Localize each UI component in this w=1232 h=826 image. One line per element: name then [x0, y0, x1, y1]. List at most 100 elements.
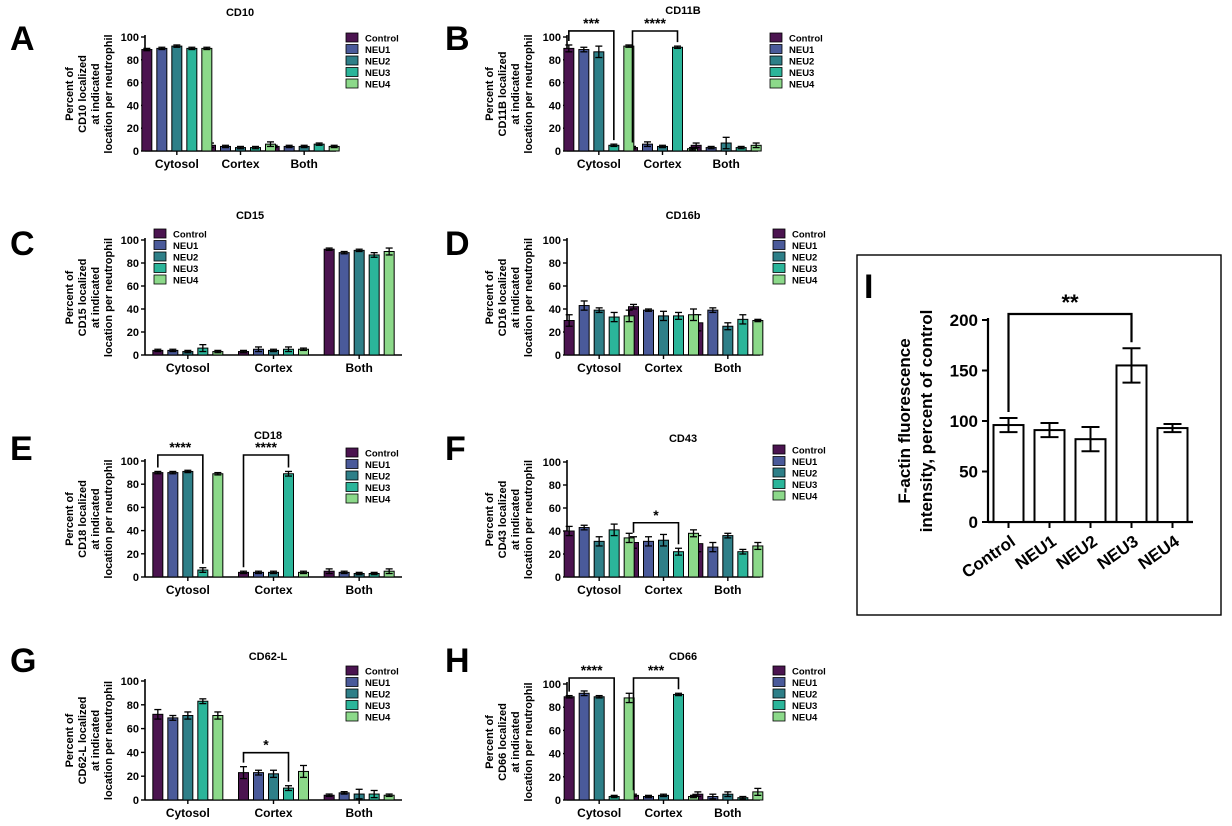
y-tick-label: 150 — [950, 362, 978, 381]
x-tick-label: Cytosol — [155, 157, 199, 171]
y-axis-label: location per neutrophil — [103, 681, 115, 800]
legend-swatch-neu1 — [772, 240, 786, 250]
legend-label: Control — [365, 34, 399, 45]
bar-neu1-both — [338, 252, 350, 356]
y-tick-label: 40 — [549, 304, 561, 316]
panel-label: A — [10, 20, 35, 58]
chart-title: CD15 — [236, 210, 264, 222]
legend-swatch-neu1 — [772, 677, 786, 687]
legend-swatch-control — [345, 447, 359, 458]
significance-label: **** — [644, 15, 666, 31]
legend-label: Control — [789, 34, 823, 45]
bar-neu2-cytosol — [593, 540, 605, 578]
panel-i: I F-actin fluorescence intensity, percent … — [856, 254, 1222, 616]
bar-neu2-cytosol — [593, 51, 605, 152]
significance-label: * — [263, 737, 269, 753]
panel-a: A CD10 Percent of CD10 localized at indicate… — [10, 7, 399, 171]
significance-label: **** — [169, 439, 191, 455]
y-axis-label: intensity, percent of control — [917, 310, 936, 533]
legend-swatch-control — [772, 228, 786, 239]
bar-neu4-both — [383, 251, 395, 356]
legend-swatch-neu4 — [345, 78, 359, 89]
y-axis-label: CD18 localized — [77, 480, 89, 558]
significance-label: * — [653, 507, 659, 523]
legend-label: NEU4 — [792, 713, 818, 724]
panel-b: B CD11B Percent of CD11B localized at indica… — [445, 5, 823, 171]
legend-label: Control — [792, 667, 826, 678]
x-tick-label: Cytosol — [577, 361, 621, 375]
legend-label: NEU2 — [365, 690, 390, 701]
y-axis-label: at indicated — [510, 267, 522, 328]
chart-title: CD18 — [254, 430, 282, 442]
legend-label: NEU4 — [792, 276, 818, 287]
legend-label: NEU4 — [173, 276, 199, 287]
legend-swatch-control — [345, 665, 359, 676]
legend-label: NEU2 — [173, 253, 198, 264]
panel-h: H CD66 Percent of CD66 localized at indicate… — [445, 642, 826, 820]
legend-label: NEU1 — [792, 457, 818, 468]
y-axis-label: CD15 localized — [77, 259, 89, 337]
bar-neu2-cytosol — [593, 309, 605, 356]
x-tick-label: Cytosol — [166, 361, 210, 375]
x-tick-label: Both — [714, 583, 741, 597]
y-tick-label: 0 — [133, 572, 139, 584]
x-tick-label: Both — [714, 361, 741, 375]
y-tick-label: 60 — [549, 281, 561, 293]
y-tick-label: 20 — [127, 327, 139, 339]
y-tick-label: 50 — [959, 463, 978, 482]
y-tick-label: 0 — [969, 513, 978, 532]
y-tick-label: 80 — [127, 479, 139, 491]
legend-label: NEU2 — [792, 690, 817, 701]
y-axis-label: location per neutrophil — [103, 459, 115, 578]
y-axis-label: location per neutrophil — [523, 34, 535, 153]
bar-neu3-cortex — [672, 46, 683, 152]
legend-swatch-neu4 — [153, 274, 167, 285]
significance-bracket — [157, 454, 204, 564]
panel-label: I — [864, 268, 873, 306]
y-tick-label: 100 — [543, 679, 561, 691]
y-tick-label: 20 — [127, 549, 139, 561]
y-tick-label: 40 — [127, 526, 139, 538]
y-tick-label: 0 — [555, 350, 561, 362]
bar-neu1-cytosol — [578, 49, 590, 152]
legend-label: NEU3 — [365, 68, 390, 79]
y-tick-label: 60 — [549, 78, 561, 90]
bar-neu1-cortex — [253, 772, 264, 801]
legend-swatch-neu2 — [345, 55, 359, 66]
bar-neu1-cortex — [643, 309, 654, 356]
legend-label: NEU4 — [789, 80, 815, 91]
y-tick-label: 80 — [549, 480, 561, 492]
legend-swatch-neu1 — [345, 459, 359, 469]
bar-neu3-cytosol — [186, 47, 198, 152]
x-tick-label: Both — [291, 157, 318, 171]
legend-label: NEU2 — [789, 57, 814, 68]
y-tick-label: 0 — [555, 572, 561, 584]
legend-label: NEU4 — [365, 80, 391, 91]
significance-label: **** — [255, 439, 277, 455]
y-tick-label: 60 — [549, 725, 561, 737]
x-tick-label: NEU3 — [1094, 532, 1142, 574]
y-tick-label: 60 — [127, 502, 139, 514]
legend-swatch-control — [772, 665, 786, 676]
bar-control-cytosol — [563, 47, 575, 152]
legend-label: Control — [792, 230, 826, 241]
significance-label: *** — [648, 662, 665, 678]
y-tick-label: 200 — [950, 311, 978, 330]
bar-neu4-both — [752, 545, 764, 578]
legend-label: Control — [365, 449, 399, 460]
x-tick-label: Cytosol — [166, 583, 210, 597]
x-tick-label: Cytosol — [577, 583, 621, 597]
bar-neu2-cytosol — [182, 470, 194, 578]
x-tick-label: Both — [714, 806, 741, 820]
x-tick-label: Cytosol — [166, 806, 210, 820]
panel-f: F CD43 Percent of CD43 localized at indicate… — [445, 430, 826, 597]
y-tick-label: 60 — [127, 78, 139, 90]
legend-label: NEU4 — [365, 495, 391, 506]
bar-neu1-cytosol — [167, 472, 179, 578]
bar-neu1-cortex — [643, 540, 654, 578]
y-axis-label: location per neutrophil — [523, 682, 535, 801]
y-axis-label: at indicated — [90, 267, 102, 328]
y-axis-label: CD16 localized — [497, 259, 509, 337]
bar-neu2-cytosol — [593, 696, 605, 801]
legend-swatch-neu1 — [772, 456, 786, 466]
